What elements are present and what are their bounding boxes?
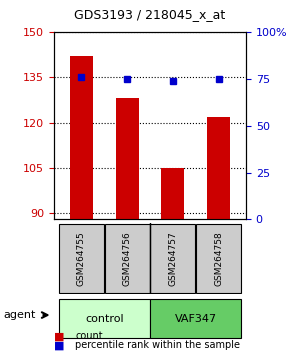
Bar	[207, 116, 230, 219]
Text: percentile rank within the sample: percentile rank within the sample	[75, 340, 240, 350]
FancyBboxPatch shape	[59, 299, 149, 338]
Text: count: count	[75, 331, 103, 341]
FancyBboxPatch shape	[105, 224, 149, 293]
Text: GDS3193 / 218045_x_at: GDS3193 / 218045_x_at	[74, 8, 226, 21]
Text: GSM264758: GSM264758	[214, 231, 223, 286]
Text: GSM264755: GSM264755	[77, 231, 86, 286]
Bar	[161, 168, 184, 219]
Bar	[116, 98, 139, 219]
FancyBboxPatch shape	[151, 224, 195, 293]
Text: ■: ■	[54, 331, 64, 341]
Text: ■: ■	[54, 340, 64, 350]
FancyBboxPatch shape	[151, 299, 241, 338]
Text: agent: agent	[3, 310, 35, 320]
FancyBboxPatch shape	[196, 224, 241, 293]
FancyBboxPatch shape	[59, 224, 104, 293]
Text: VAF347: VAF347	[175, 314, 217, 324]
Text: GSM264757: GSM264757	[168, 231, 177, 286]
Text: control: control	[85, 314, 124, 324]
Text: GSM264756: GSM264756	[123, 231, 132, 286]
Bar	[70, 56, 93, 219]
